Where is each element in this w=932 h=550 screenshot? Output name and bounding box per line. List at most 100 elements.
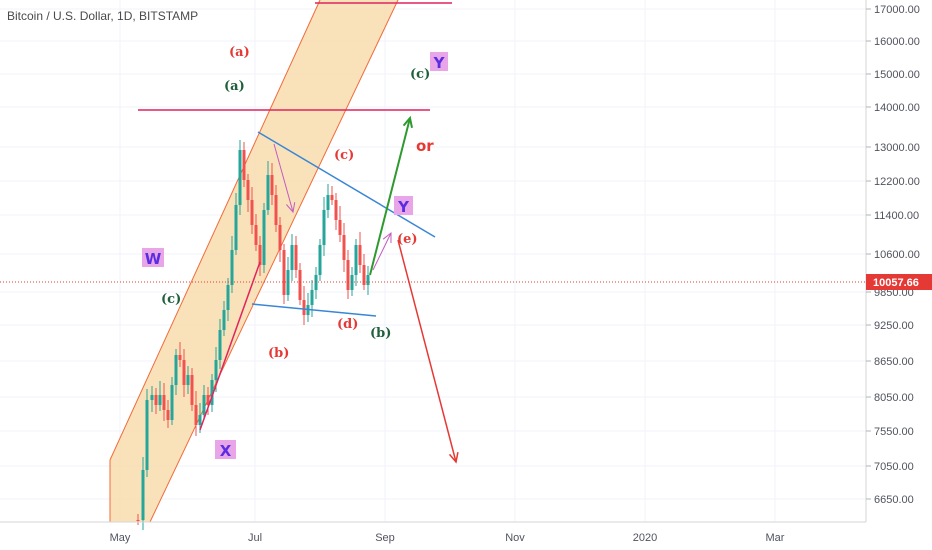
candle-body: [334, 200, 338, 220]
wave-label-e_red: (e): [397, 232, 418, 247]
price-tick-label: 7550.00: [874, 426, 914, 438]
candle-body: [194, 405, 198, 425]
candle-body: [322, 210, 326, 245]
last-price-tag: [866, 274, 932, 290]
candle-body: [358, 245, 362, 265]
price-tick-label: 8050.00: [874, 392, 914, 404]
candle-body: [174, 355, 178, 385]
price-tick-label: 10600.00: [874, 249, 920, 261]
time-tick-label: May: [110, 532, 131, 544]
wave-badge-Y_top: Y: [433, 54, 446, 72]
candle-body: [186, 375, 190, 385]
price-axis[interactable]: 17000.00 16000.00 15000.00 14000.00 13000.00…: [866, 4, 920, 506]
candle-body: [198, 415, 202, 425]
bearish-arrow-head: [448, 452, 459, 464]
wave-label-b_green: (b): [370, 326, 391, 341]
candle-body: [302, 300, 306, 315]
chart-title: Bitcoin / U.S. Dollar, 1D, BITSTAMP: [7, 9, 198, 23]
candle-body: [214, 360, 218, 380]
price-tick-label: 7050.00: [874, 461, 914, 473]
trend-drawings: [138, 2, 459, 464]
wave-label-b_red: (b): [268, 346, 289, 361]
bearish-arrow[interactable]: [397, 239, 457, 463]
price-tick-label: 6650.00: [874, 494, 914, 506]
price-tick-label: 17000.00: [874, 4, 920, 16]
candle-body: [190, 375, 194, 405]
wave-label-c_green_top: (c): [410, 67, 430, 82]
candle-body: [362, 265, 366, 285]
or-label: or: [416, 137, 434, 155]
candle-body: [226, 285, 230, 310]
candle-body: [162, 395, 166, 410]
triangle-upper-line[interactable]: [257, 131, 436, 238]
price-tick-label: 13000.00: [874, 142, 920, 154]
candle-body: [166, 410, 170, 420]
channel-upper-line[interactable]: [109, 0, 321, 461]
time-tick-label: Jul: [248, 532, 262, 544]
candle-body: [310, 290, 314, 305]
candle-body: [266, 175, 270, 210]
candle-body: [222, 310, 226, 330]
wave-label-a_red: (a): [229, 45, 250, 60]
candle-body: [234, 205, 238, 250]
price-tick-label: 12200.00: [874, 176, 920, 188]
time-tick-label: 2020: [633, 532, 657, 544]
wave-arrow-down[interactable]: [273, 143, 294, 213]
candle-body: [330, 195, 334, 200]
candle-body: [202, 395, 206, 415]
candle-body: [354, 245, 358, 275]
candle-body: [282, 250, 286, 295]
wave-badge-Y_mid: Y: [397, 198, 410, 216]
candle-body: [210, 380, 214, 405]
candle-body: [338, 220, 342, 235]
wave-badge-Y_top-bg: [430, 52, 448, 71]
candle-body: [318, 245, 322, 275]
candle-body: [250, 200, 254, 225]
candle-body: [294, 245, 298, 270]
candle-body: [218, 330, 222, 360]
price-tick-label: 16000.00: [874, 36, 920, 48]
candle-body: [238, 150, 242, 205]
channel-lower-line[interactable]: [149, 0, 399, 523]
support-trendline[interactable]: [199, 261, 261, 431]
candle-body: [158, 395, 162, 405]
time-axis[interactable]: May Jul Sep Nov 2020 Mar: [110, 532, 785, 544]
price-tick-label: 15000.00: [874, 69, 920, 81]
candle-body: [150, 395, 154, 400]
candle-body: [346, 260, 350, 290]
candle-body: [178, 355, 182, 360]
time-tick-label: Nov: [505, 532, 525, 544]
candlestick-series: [136, 140, 370, 530]
wave-label-d_red: (d): [337, 317, 358, 332]
bullish-arrow-head: [402, 115, 413, 128]
candle-body: [258, 245, 262, 265]
candle-body: [141, 470, 145, 520]
candle-body: [154, 395, 158, 405]
wave-badge-X: X: [220, 442, 232, 460]
candle-body: [270, 175, 274, 195]
candle-body: [230, 250, 234, 285]
candle-body: [278, 225, 282, 250]
candle-body: [254, 225, 258, 245]
candle-body: [182, 360, 186, 385]
candle-body: [342, 235, 346, 260]
wave-badge-X-bg: [215, 440, 236, 459]
candle-body: [290, 245, 294, 270]
candle-body: [246, 180, 250, 200]
triangle-lower-line[interactable]: [251, 303, 377, 317]
wave-badge-W: W: [145, 250, 162, 268]
wave-badge-Y_mid-bg: [394, 196, 413, 215]
bullish-arrow[interactable]: [369, 117, 411, 276]
candle-body: [262, 210, 266, 265]
candle-body: [326, 195, 330, 210]
candle-body: [274, 195, 278, 225]
price-tick-label: 11400.00: [874, 210, 919, 222]
wave-label-c_red: (c): [334, 148, 354, 163]
wave-label-a_green: (a): [224, 79, 245, 94]
wave-label-c_green_left: (c): [161, 292, 181, 307]
wave-arrow-up[interactable]: [372, 232, 392, 271]
wave-labels: (a) (a) (c) (c) (c) (b) (d) (b) (e) or W X Y Y: [142, 45, 448, 460]
last-price-value: 10057.66: [873, 277, 919, 289]
price-tick-label: 14000.00: [874, 102, 920, 114]
